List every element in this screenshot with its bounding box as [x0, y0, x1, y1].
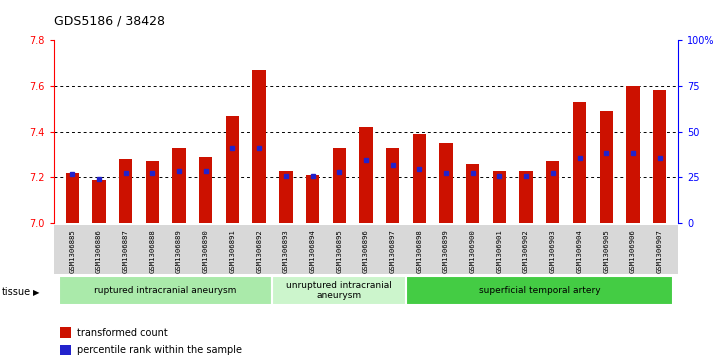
Text: superficial temporal artery: superficial temporal artery — [478, 286, 600, 295]
Text: GSM1306903: GSM1306903 — [550, 229, 555, 273]
Bar — [226, 115, 239, 223]
Text: percentile rank within the sample: percentile rank within the sample — [77, 345, 242, 355]
Text: GSM1306904: GSM1306904 — [576, 229, 583, 273]
Text: GSM1306902: GSM1306902 — [523, 229, 529, 273]
Bar — [413, 134, 426, 223]
Text: tissue: tissue — [2, 287, 31, 297]
Text: GSM1306901: GSM1306901 — [496, 229, 503, 273]
Bar — [600, 111, 613, 223]
Bar — [493, 171, 506, 223]
Text: ▶: ▶ — [33, 288, 39, 297]
Text: GSM1306895: GSM1306895 — [336, 229, 342, 273]
Bar — [573, 102, 586, 223]
Text: GSM1306886: GSM1306886 — [96, 229, 102, 273]
Text: GSM1306907: GSM1306907 — [657, 229, 663, 273]
Bar — [306, 175, 319, 223]
Bar — [653, 90, 666, 223]
Bar — [146, 162, 159, 223]
Text: ruptured intracranial aneurysm: ruptured intracranial aneurysm — [94, 286, 237, 295]
Text: GSM1306892: GSM1306892 — [256, 229, 262, 273]
Bar — [172, 148, 186, 223]
Text: unruptured intracranial
aneurysm: unruptured intracranial aneurysm — [286, 281, 392, 301]
Bar — [520, 171, 533, 223]
Text: GSM1306897: GSM1306897 — [390, 229, 396, 273]
FancyBboxPatch shape — [273, 276, 406, 305]
Text: GSM1306885: GSM1306885 — [69, 229, 75, 273]
Text: GDS5186 / 38428: GDS5186 / 38428 — [54, 15, 164, 28]
Bar — [439, 143, 453, 223]
Text: GSM1306898: GSM1306898 — [416, 229, 422, 273]
Text: GSM1306906: GSM1306906 — [630, 229, 636, 273]
Text: GSM1306894: GSM1306894 — [310, 229, 316, 273]
Text: GSM1306891: GSM1306891 — [229, 229, 236, 273]
Bar — [60, 327, 71, 338]
Text: GSM1306896: GSM1306896 — [363, 229, 369, 273]
Bar — [359, 127, 373, 223]
Text: GSM1306905: GSM1306905 — [603, 229, 609, 273]
Bar — [386, 148, 399, 223]
Bar — [66, 173, 79, 223]
Text: GSM1306887: GSM1306887 — [123, 229, 129, 273]
Bar — [279, 171, 293, 223]
FancyBboxPatch shape — [59, 276, 273, 305]
Text: GSM1306900: GSM1306900 — [470, 229, 476, 273]
Bar — [626, 86, 640, 223]
Bar — [253, 70, 266, 223]
Text: GSM1306889: GSM1306889 — [176, 229, 182, 273]
Text: GSM1306888: GSM1306888 — [149, 229, 156, 273]
Text: transformed count: transformed count — [77, 327, 168, 338]
Bar — [199, 157, 212, 223]
Bar — [92, 180, 106, 223]
Text: GSM1306893: GSM1306893 — [283, 229, 289, 273]
Bar — [466, 164, 479, 223]
Text: GSM1306890: GSM1306890 — [203, 229, 208, 273]
FancyBboxPatch shape — [406, 276, 673, 305]
Bar — [119, 159, 132, 223]
Bar — [333, 148, 346, 223]
Text: GSM1306899: GSM1306899 — [443, 229, 449, 273]
Bar — [60, 345, 71, 355]
Bar — [546, 162, 560, 223]
